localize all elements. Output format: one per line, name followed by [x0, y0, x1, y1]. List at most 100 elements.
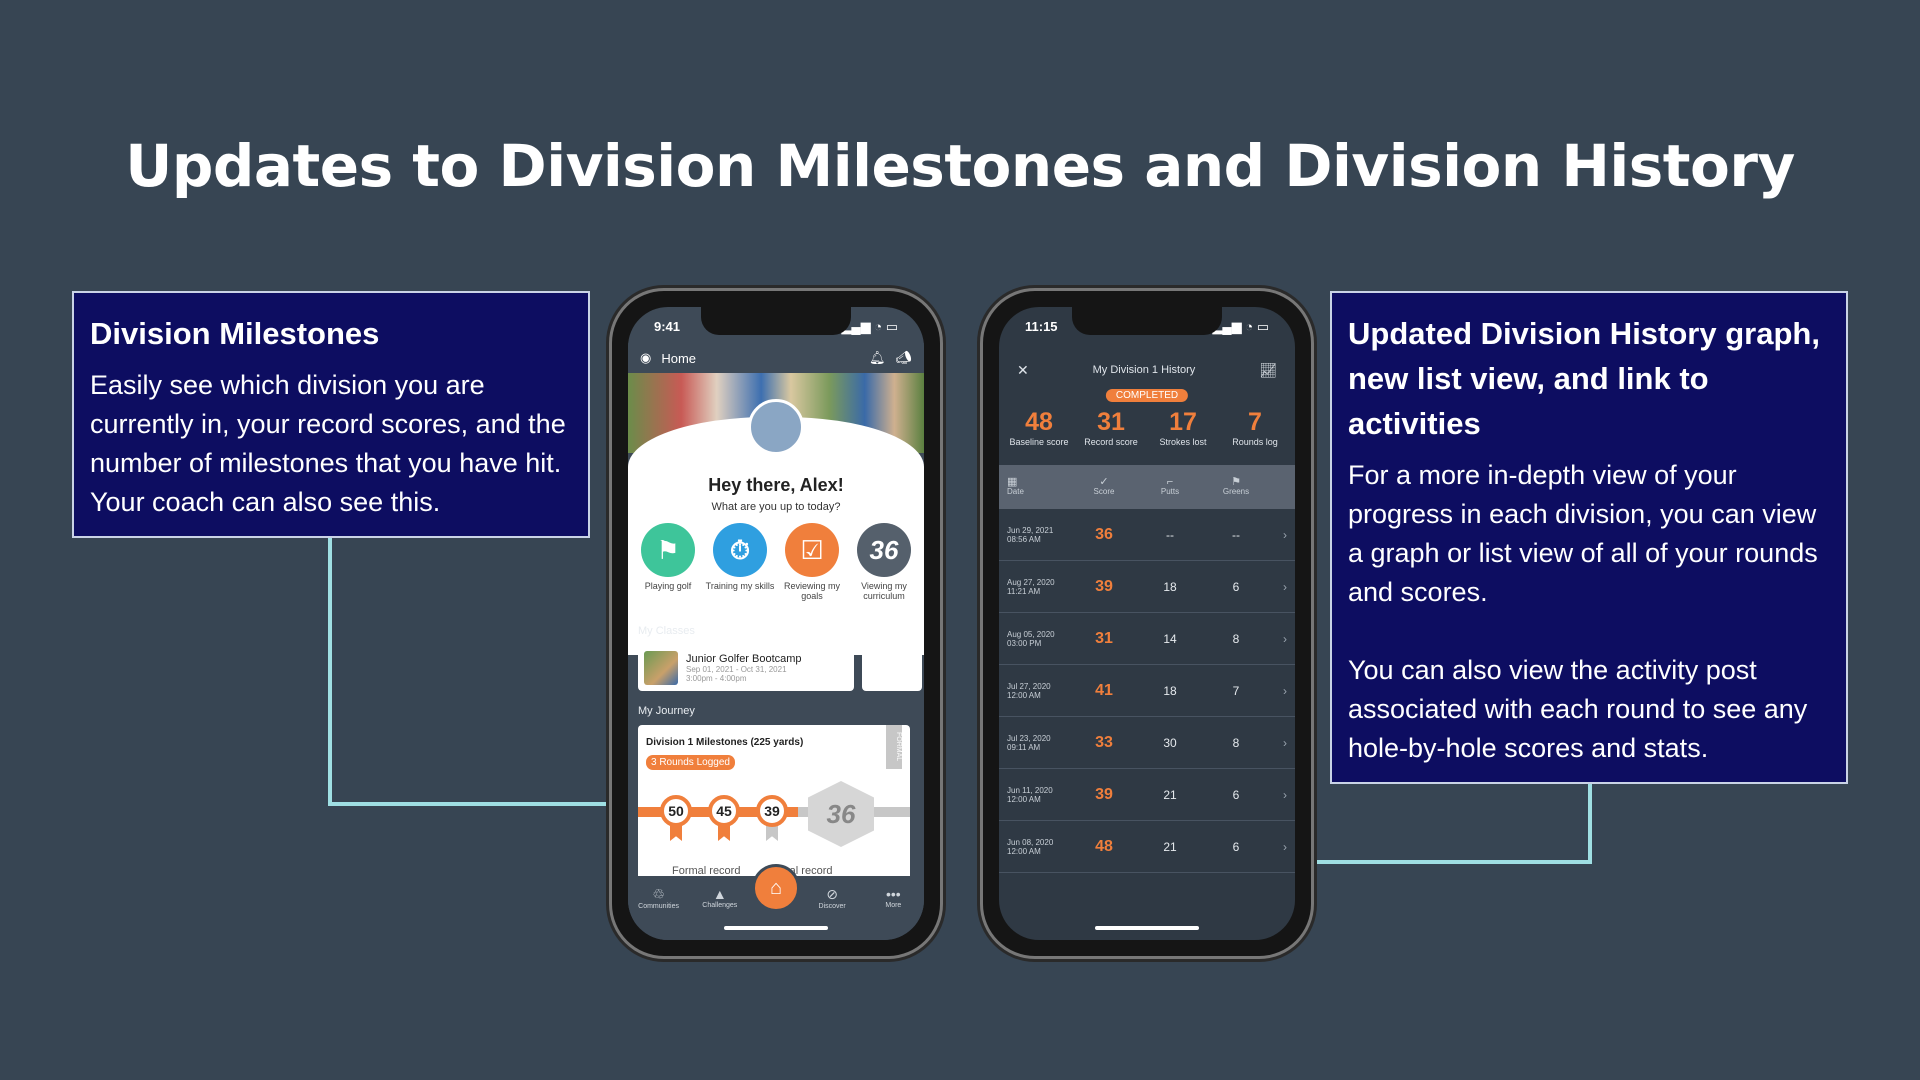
- phone-notch: [701, 307, 851, 335]
- col-label: Putts: [1160, 487, 1180, 496]
- stopwatch-icon: ⏱: [713, 523, 767, 577]
- class-dates: Sep 01, 2021 - Oct 31, 2021: [686, 664, 787, 674]
- green-flag-icon: ⚑: [1231, 476, 1241, 488]
- row-date-time: 03:00 PM: [1007, 638, 1042, 648]
- action-label: Viewing my curriculum: [861, 581, 907, 601]
- row-putts: 18: [1163, 683, 1177, 698]
- chevron-right-icon: ›: [1283, 839, 1287, 854]
- division-milestones-callout: Division Milestones Easily see which div…: [72, 291, 590, 538]
- stats-row: 48 Baseline score 31 Record score 17 Stroke…: [999, 407, 1295, 447]
- class-card-partial[interactable]: [862, 645, 922, 691]
- row-date-time: 12:00 AM: [1007, 794, 1041, 804]
- connector-right-horizontal: [1298, 860, 1592, 864]
- class-card[interactable]: Junior Golfer Bootcamp Sep 01, 2021 - Oc…: [638, 645, 854, 691]
- row-date-time: 08:56 AM: [1007, 534, 1041, 544]
- row-score: 31: [1095, 629, 1113, 647]
- tab-label: Communities: [638, 903, 680, 910]
- row-date: Jul 23, 2020 09:11 AM: [1007, 734, 1071, 752]
- col-greens[interactable]: ⚑ Greens: [1203, 476, 1269, 497]
- action-playing-golf[interactable]: ⚑ Playing golf: [633, 523, 703, 601]
- table-row[interactable]: Jun 29, 2021 08:56 AM 36 -- -- ›: [999, 509, 1295, 561]
- row-greens: --: [1232, 527, 1240, 542]
- tab-label: Challenges: [702, 902, 738, 909]
- row-score: 39: [1095, 785, 1113, 803]
- row-putts: 18: [1163, 579, 1177, 594]
- row-greens: 8: [1232, 631, 1240, 646]
- status-icons: ▂▄▆ ◔ ▭: [841, 319, 898, 334]
- col-label: Score: [1093, 487, 1115, 496]
- tab-more[interactable]: ••• More: [868, 886, 918, 909]
- row-date-time: 09:11 AM: [1007, 742, 1041, 752]
- my-journey-label: My Journey: [638, 705, 695, 717]
- tab-label: Discover: [818, 903, 846, 910]
- home-icon: ⌂: [769, 876, 783, 899]
- megaphone-icon[interactable]: 📣︎: [895, 350, 912, 365]
- stat-strokes-lost: 17 Strokes lost: [1148, 407, 1218, 447]
- stat-rounds-log: 7 Rounds log: [1220, 407, 1290, 447]
- row-date-day: Jun 29, 2021: [1007, 525, 1054, 535]
- ribbon-icon: [718, 825, 730, 841]
- status-time: 11:15: [1025, 319, 1058, 334]
- connector-right-vertical: [1588, 784, 1592, 864]
- phone-notch: [1072, 307, 1222, 335]
- slide-title: Updates to Division Milestones and Divis…: [125, 132, 1795, 200]
- table-row[interactable]: Jul 23, 2020 09:11 AM 33 30 8 ›: [999, 717, 1295, 769]
- bell-icon[interactable]: 🔔︎: [868, 350, 886, 365]
- row-score: 39: [1095, 577, 1113, 595]
- stat-record: 31 Record score: [1076, 407, 1146, 447]
- class-time: 3:00pm - 4:00pm: [686, 673, 747, 683]
- tab-challenges[interactable]: ▲ Challenges: [695, 886, 745, 909]
- action-label: Playing golf: [644, 581, 692, 591]
- row-putts: 30: [1163, 735, 1177, 750]
- status-time: 9:41: [654, 319, 681, 334]
- profile-avatar-icon[interactable]: ◉: [640, 350, 652, 365]
- row-score: 41: [1095, 681, 1113, 699]
- close-icon[interactable]: ✕: [1017, 361, 1029, 378]
- table-row[interactable]: Jun 08, 2020 12:00 AM 48 21 6 ›: [999, 821, 1295, 873]
- action-curriculum[interactable]: 36 Viewing my curriculum: [849, 523, 919, 601]
- row-date-time: 11:21 AM: [1007, 586, 1041, 596]
- tab-communities[interactable]: ♲ Communities: [634, 886, 684, 910]
- row-score: 33: [1095, 733, 1113, 751]
- tab-label: More: [885, 902, 902, 909]
- row-greens: 8: [1232, 735, 1240, 750]
- mountain-flag-icon: ▲: [712, 886, 727, 902]
- table-row[interactable]: Aug 05, 2020 03:00 PM 31 14 8 ›: [999, 613, 1295, 665]
- graph-icon[interactable]: 📈︎: [1259, 361, 1277, 378]
- home-button[interactable]: ⌂: [752, 864, 800, 912]
- action-reviewing-goals[interactable]: ☑ Reviewing my goals: [777, 523, 847, 601]
- avatar[interactable]: [748, 399, 804, 455]
- stat-baseline: 48 Baseline score: [1004, 407, 1074, 447]
- home-header: ◉ Home 🔔︎ 📣︎: [628, 343, 924, 373]
- ribbon-icon: [766, 825, 778, 841]
- ribbon-icon: [670, 825, 682, 841]
- table-row[interactable]: Jul 27, 2020 12:00 AM 41 18 7 ›: [999, 665, 1295, 717]
- action-label: Reviewing my goals: [783, 581, 841, 601]
- greeting-text: Hey there, Alex!: [708, 475, 844, 495]
- home-indicator: [724, 926, 828, 930]
- stat-value: 17: [1169, 408, 1197, 436]
- callout-body-2: You can also view the activity post asso…: [1348, 655, 1808, 763]
- callout-heading: Updated Division History graph, new list…: [1348, 316, 1820, 441]
- class-name: Junior Golfer Bootcamp: [686, 652, 802, 665]
- tab-discover[interactable]: ⊘ Discover: [807, 886, 857, 910]
- compass-icon: ⊘: [826, 886, 839, 902]
- row-putts: 21: [1163, 839, 1177, 854]
- more-dots-icon: •••: [885, 886, 901, 902]
- chevron-right-icon: ›: [1283, 527, 1287, 542]
- status-icons: ▂▄▆ ◔ ▭: [1212, 319, 1269, 334]
- table-row[interactable]: Jun 11, 2020 12:00 AM 39 21 6 ›: [999, 769, 1295, 821]
- stat-value: 7: [1248, 408, 1262, 436]
- phone-division-history: 11:15 ▂▄▆ ◔ ▭ ✕ My Division 1 History 📈︎…: [983, 291, 1311, 956]
- col-date[interactable]: ▦ Date: [1007, 477, 1071, 497]
- table-row[interactable]: Aug 27, 2020 11:21 AM 39 18 6 ›: [999, 561, 1295, 613]
- status-bar: 9:41 ▂▄▆ ◔ ▭: [654, 319, 898, 339]
- col-score[interactable]: ✓ Score: [1071, 477, 1137, 497]
- col-label: Greens: [1222, 487, 1250, 496]
- formal-tag: FORMAL: [886, 725, 902, 769]
- action-training[interactable]: ⏱ Training my skills: [705, 523, 775, 601]
- row-date-day: Jul 23, 2020: [1007, 733, 1051, 743]
- stat-label: Record score: [1084, 437, 1138, 447]
- chevron-right-icon: ›: [1283, 735, 1287, 750]
- col-putts[interactable]: ⌐ Putts: [1137, 477, 1203, 497]
